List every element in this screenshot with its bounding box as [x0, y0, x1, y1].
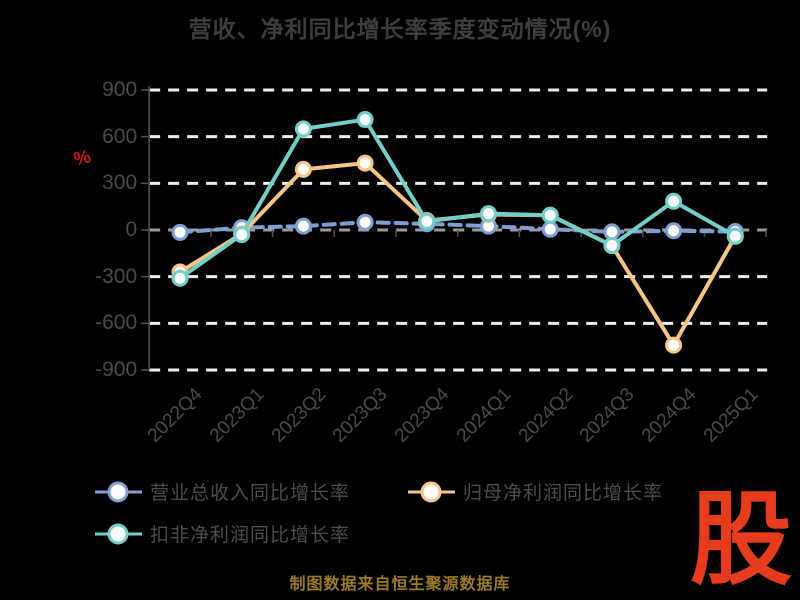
data-point-s2-2022Q4[interactable]: [171, 269, 189, 287]
data-point-s1-2023Q3[interactable]: [356, 154, 374, 172]
data-point-s2-2024Q3[interactable]: [603, 237, 621, 255]
data-point-s2-2023Q1[interactable]: [233, 226, 251, 244]
chart-title: 营收、净利同比增长率季度变动情况(%): [188, 16, 612, 42]
data-point-s2-2023Q3[interactable]: [356, 111, 374, 129]
y-axis-label-600: 600: [102, 124, 138, 148]
legend-label-net-profit: 归母净利润同比增长率: [463, 483, 664, 504]
data-point-s1-2023Q2[interactable]: [294, 160, 312, 178]
y-axis-label--900: -900: [95, 358, 138, 381]
legend-marker-revenue-icon: [95, 481, 142, 502]
y-axis-label-300: 300: [102, 171, 138, 195]
data-point-s0-2023Q3[interactable]: [356, 213, 374, 231]
data-point-s0-2024Q2[interactable]: [541, 220, 559, 238]
data-source-note: 制图数据来自恒生聚源数据库: [289, 576, 511, 593]
legend-label-non-gaap: 扣非净利润同比增长率: [150, 525, 351, 546]
data-point-s2-2024Q4[interactable]: [665, 192, 683, 210]
data-point-s2-2025Q1[interactable]: [726, 227, 744, 245]
y-axis-label--600: -600: [95, 311, 138, 335]
stock-site-logo: 股: [690, 483, 792, 597]
legend-label-revenue: 营业总收入同比增长率: [150, 483, 351, 504]
data-point-s0-2022Q4[interactable]: [171, 223, 189, 241]
data-point-s2-2024Q2[interactable]: [541, 206, 559, 224]
series-line-2: [178, 117, 738, 281]
data-point-s0-2024Q4[interactable]: [665, 222, 683, 240]
data-point-s2-2023Q4[interactable]: [418, 212, 436, 230]
y-axis-label-900: 900: [102, 78, 138, 101]
data-point-s1-2024Q4[interactable]: [665, 336, 683, 354]
series-line-0: [178, 220, 738, 235]
data-point-s0-2024Q3[interactable]: [603, 223, 621, 241]
legend-item-net-profit-growth[interactable]: 归母净利润同比增长率: [408, 478, 663, 505]
data-point-s2-2023Q2[interactable]: [294, 120, 312, 138]
y-axis-label-0: 0: [125, 218, 138, 241]
series-line-1: [178, 161, 738, 348]
legend-item-non-gaap-profit-growth[interactable]: 扣非净利润同比增长率: [95, 520, 350, 547]
data-point-s0-2023Q2[interactable]: [294, 217, 312, 235]
legend-marker-net-profit-icon: [408, 481, 455, 502]
data-point-s2-2024Q1[interactable]: [480, 205, 497, 223]
legend-item-revenue-growth[interactable]: 营业总收入同比增长率: [95, 478, 350, 505]
y-axis-label--300: -300: [95, 264, 138, 288]
legend-marker-non-gaap-icon: [95, 523, 142, 544]
